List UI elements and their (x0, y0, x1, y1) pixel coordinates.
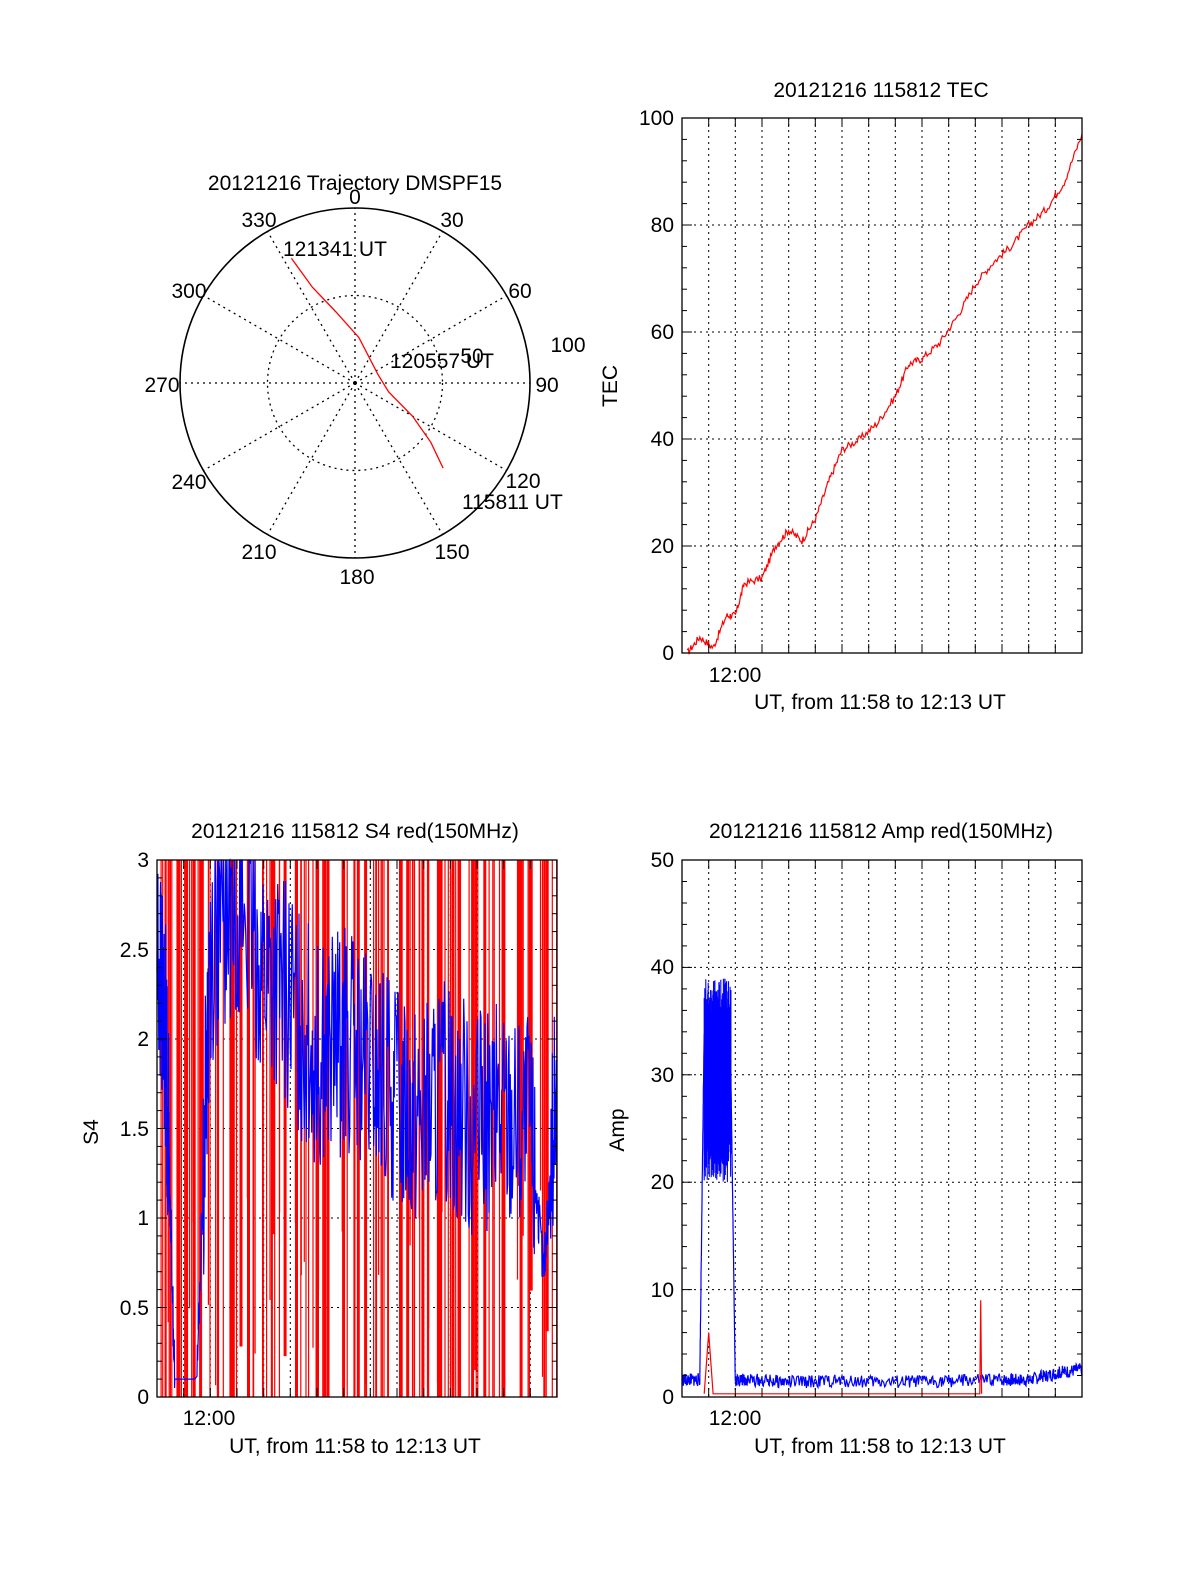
amp-ytick-30: 30 (651, 1064, 674, 1087)
tec-ylabel: TEC (599, 365, 622, 407)
polar-az-0: 0 (349, 186, 361, 209)
amp-tick-marks (681, 859, 1083, 1398)
polar-az-150: 150 (434, 541, 469, 564)
amp-xtick-1200: 12:00 (709, 1407, 762, 1430)
tec-grid (682, 118, 1082, 653)
amp-ytick-20: 20 (651, 1171, 674, 1194)
tec-ytick-60: 60 (651, 321, 674, 344)
polar-az-240: 240 (171, 471, 206, 494)
amp-red-series-line (703, 1300, 983, 1395)
s4-ytick-0: 0 (137, 1386, 149, 1409)
tec-plot-frame (681, 117, 1083, 654)
polar-annotation-mid: 120557 UT (390, 350, 494, 373)
s4-ytick-3: 3 (137, 849, 149, 872)
s4-chart: 20121216 115812 S4 red(150MHz) 0 0.5 1 1… (80, 820, 558, 1458)
tec-ytick-40: 40 (651, 428, 674, 451)
polar-spoke-330 (266, 231, 356, 384)
polar-spoke-120 (354, 382, 507, 472)
polar-ring-50 (266, 294, 444, 472)
polar-az-300: 300 (171, 280, 206, 303)
polar-spoke-240 (203, 382, 356, 472)
polar-trajectory-line (290, 257, 444, 469)
s4-ylabel: S4 (80, 1119, 103, 1145)
amp-xlabel: UT, from 11:58 to 12:13 UT (754, 1435, 1006, 1458)
polar-az-60: 60 (508, 280, 531, 303)
amp-ytick-50: 50 (651, 849, 674, 872)
polar-spoke-300 (203, 294, 356, 384)
polar-spoke-210 (266, 382, 356, 535)
s4-ytick-0.5: 0.5 (120, 1297, 149, 1320)
s4-ytick-2: 2 (137, 1028, 149, 1051)
polar-az-90: 90 (535, 374, 558, 397)
polar-el-100: 100 (550, 334, 585, 357)
polar-az-120: 120 (505, 470, 540, 493)
s4-ytick-1.5: 1.5 (120, 1118, 149, 1141)
s4-ytick-1: 1 (137, 1207, 149, 1230)
amp-grid (682, 860, 1082, 1397)
s4-ytick-2.5: 2.5 (120, 939, 149, 962)
amp-ytick-0: 0 (662, 1386, 674, 1409)
polar-az-210: 210 (241, 541, 276, 564)
tec-tick-marks (681, 117, 1083, 654)
tec-ytick-0: 0 (662, 642, 674, 665)
tec-series-line (686, 133, 1083, 656)
tec-ytick-20: 20 (651, 535, 674, 558)
amp-ytick-10: 10 (651, 1279, 674, 1302)
tec-ytick-100: 100 (639, 107, 674, 130)
amp-plot-frame (681, 859, 1083, 1398)
tec-ytick-80: 80 (651, 214, 674, 237)
tec-xlabel: UT, from 11:58 to 12:13 UT (754, 691, 1006, 714)
polar-spoke-60 (354, 294, 507, 384)
polar-annotation-end: 121341 UT (283, 238, 387, 261)
polar-az-180: 180 (339, 566, 374, 589)
polar-title: 20121216 Trajectory DMSPF15 (208, 172, 502, 195)
polar-annotation-start: 115811 UT (462, 491, 563, 514)
polar-spokes (180, 208, 530, 558)
tec-xtick-1200: 12:00 (709, 664, 762, 687)
amp-blue-burst (703, 978, 732, 1183)
polar-az-30: 30 (440, 209, 463, 232)
amp-ytick-40: 40 (651, 956, 674, 979)
s4-tick-marks (156, 859, 558, 1398)
polar-chart: 20121216 Trajectory DMSPF15 0 30 60 90 1… (144, 172, 585, 589)
polar-az-330: 330 (241, 209, 276, 232)
amp-title: 20121216 115812 Amp red(150MHz) (709, 820, 1053, 843)
tec-chart: 20121216 115812 TEC 0 20 40 60 80 100 12… (599, 79, 1083, 714)
s4-xlabel: UT, from 11:58 to 12:13 UT (229, 1435, 481, 1458)
s4-blue-series-line (156, 858, 558, 1389)
polar-el-50: 50 (460, 345, 483, 368)
tec-title: 20121216 115812 TEC (773, 79, 988, 102)
amp-chart: 20121216 115812 Amp red(150MHz) 0 10 20 … (606, 820, 1083, 1458)
polar-spoke-150 (354, 382, 444, 535)
amp-ylabel: Amp (606, 1108, 629, 1151)
polar-az-270: 270 (144, 374, 179, 397)
polar-spoke-30 (354, 231, 444, 384)
s4-title: 20121216 115812 S4 red(150MHz) (191, 820, 519, 843)
s4-xtick-1200: 12:00 (183, 1407, 236, 1430)
amp-blue-series-line (681, 1033, 1083, 1390)
